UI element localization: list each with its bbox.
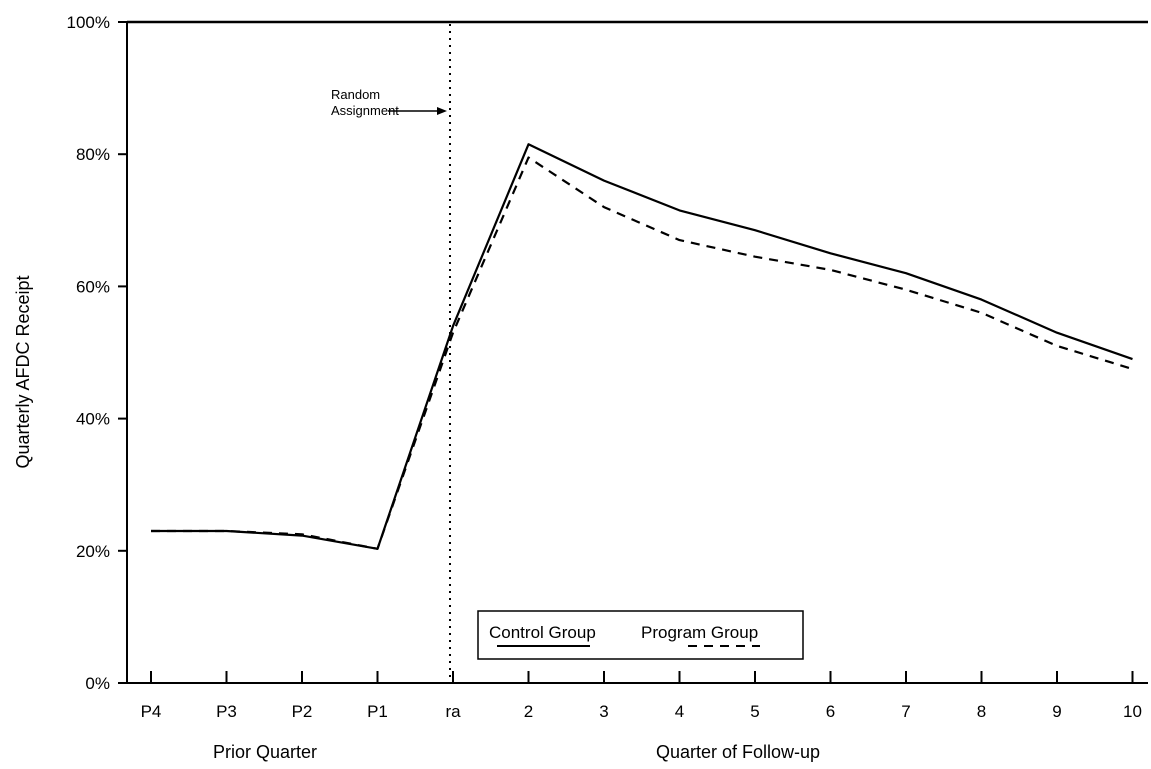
x-tick-label: 2 — [524, 702, 533, 721]
y-tick-label: 60% — [76, 277, 110, 296]
x-tick-label: P1 — [367, 702, 388, 721]
x-tick-label: P3 — [216, 702, 237, 721]
legend-label-control: Control Group — [489, 623, 596, 642]
x-group-label-prior: Prior Quarter — [213, 742, 317, 762]
y-tick-label: 40% — [76, 410, 110, 429]
series-layer — [151, 143, 1133, 550]
legend-box — [477, 610, 804, 660]
series-line-control-group — [151, 143, 1133, 550]
y-tick-label: 80% — [76, 145, 110, 164]
x-tick-label: 3 — [599, 702, 608, 721]
y-axis-ticks: 0% 20% 40% 60% 80% 100% — [67, 13, 127, 693]
y-tick-label: 0% — [85, 674, 110, 693]
x-tick-label: 5 — [750, 702, 759, 721]
series-line-program-group — [151, 156, 1133, 550]
y-tick-label: 100% — [67, 13, 110, 32]
x-tick-label: 9 — [1052, 702, 1061, 721]
legend: Control Group Program Group — [477, 610, 804, 660]
x-tick-label: 7 — [901, 702, 910, 721]
y-tick-label: 20% — [76, 542, 110, 561]
annotation-arrow-head — [437, 107, 447, 115]
random-assignment-annotation: Random Assignment — [331, 87, 447, 118]
plot-frame — [126, 20, 1148, 684]
x-tick-label: 4 — [675, 702, 684, 721]
annotation-line-1: Random — [331, 87, 380, 102]
x-tick-label: P4 — [141, 702, 162, 721]
x-tick-label: 10 — [1123, 702, 1142, 721]
legend-label-program: Program Group — [641, 623, 758, 642]
annotation-line-2: Assignment — [331, 103, 399, 118]
x-tick-label: ra — [445, 702, 461, 721]
y-axis-title: Quarterly AFDC Receipt — [13, 275, 33, 468]
x-tick-label: P2 — [292, 702, 313, 721]
x-tick-label: 8 — [977, 702, 986, 721]
x-group-label-followup: Quarter of Follow-up — [656, 742, 820, 762]
x-tick-label: 6 — [826, 702, 835, 721]
x-axis-ticks: P4 P3 P2 P1 ra 2 3 4 5 6 7 8 9 10 — [141, 671, 1142, 721]
